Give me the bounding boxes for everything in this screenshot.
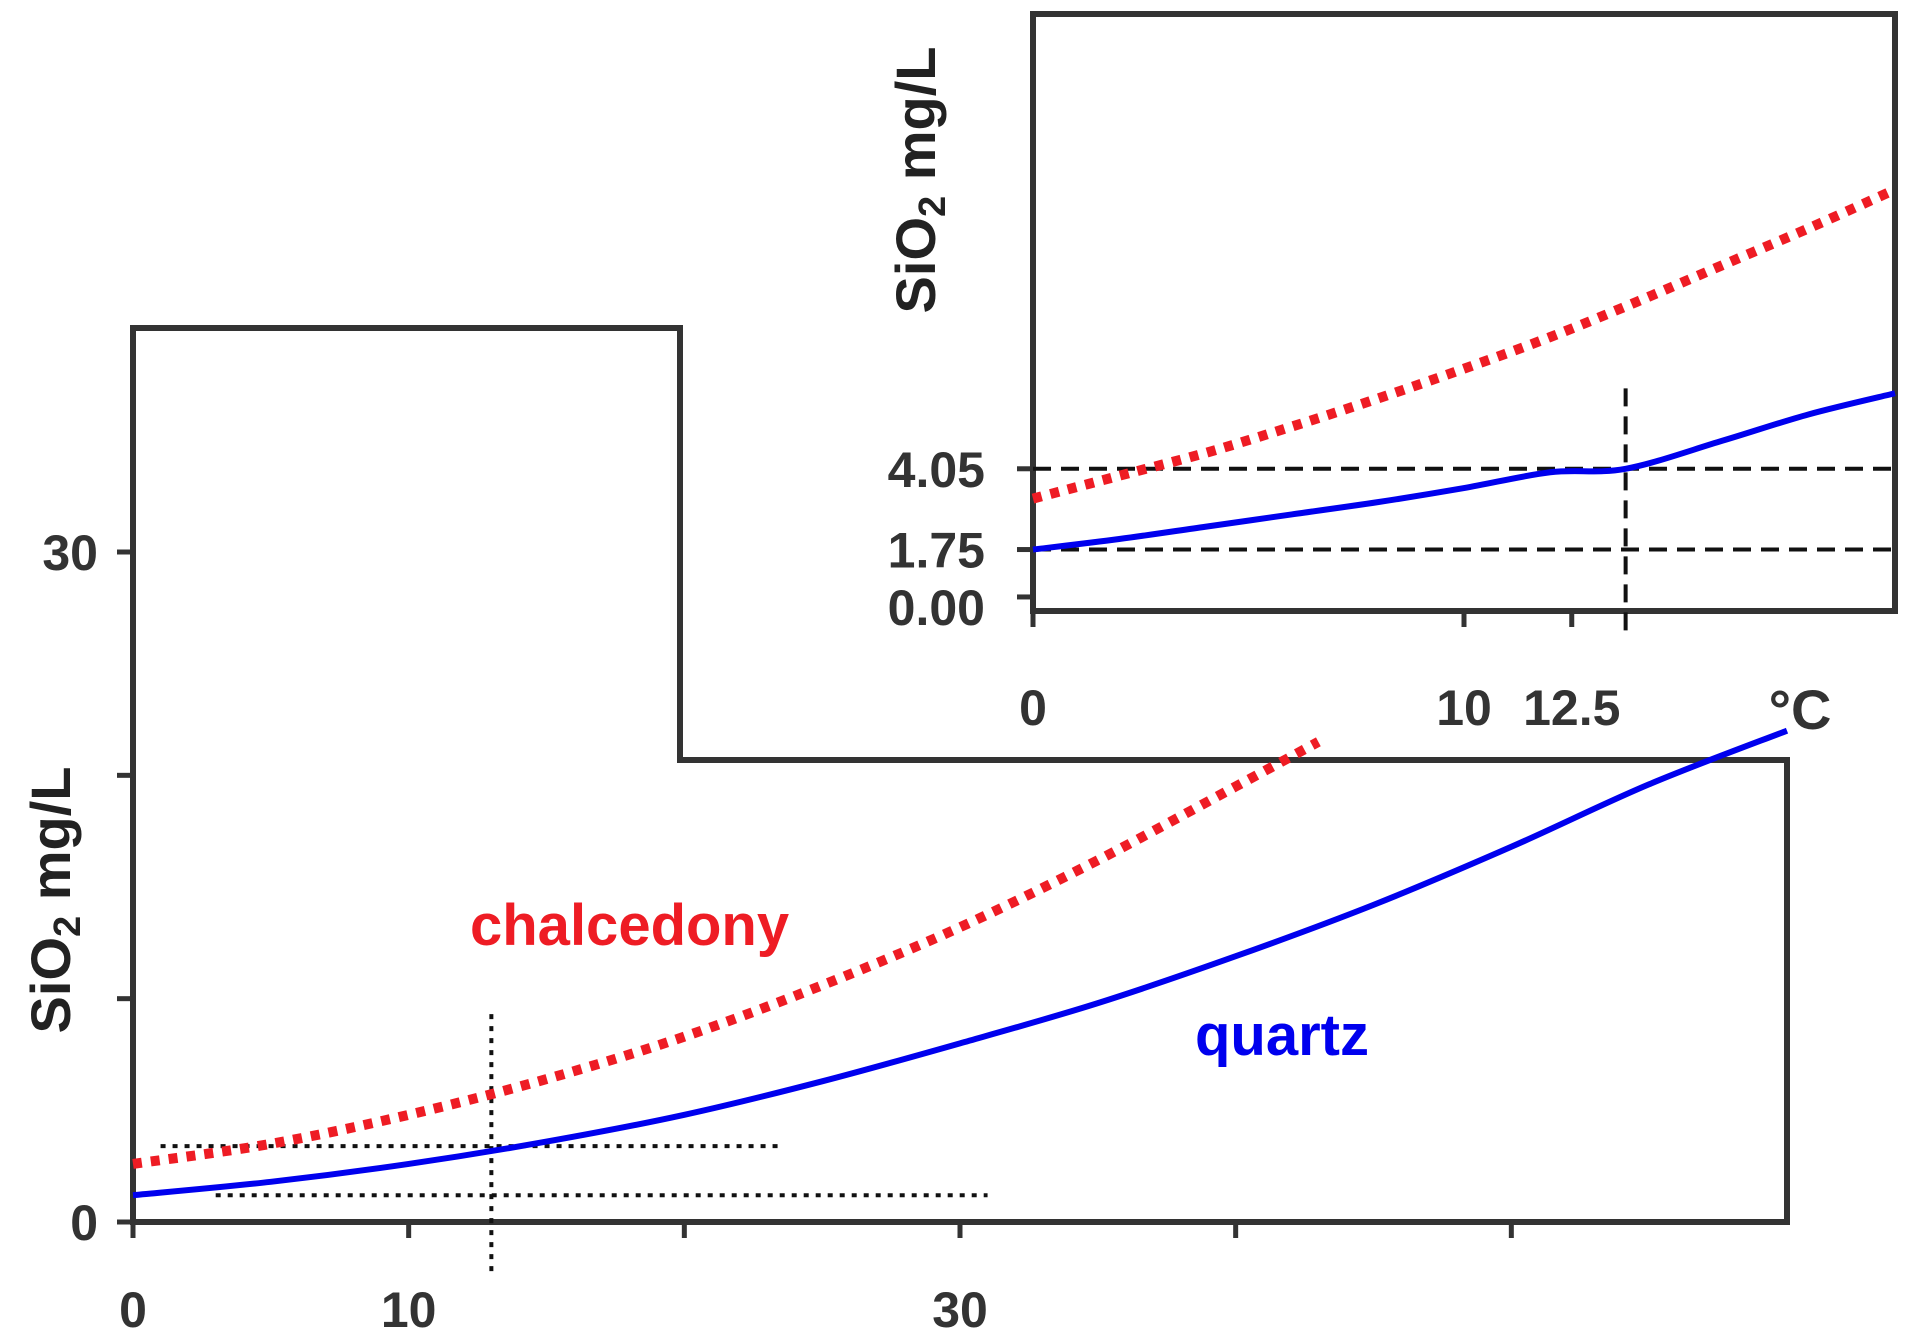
inset-y-axis-label: SiO2 mg/L [884, 47, 954, 314]
inset-x-tick-label: 0 [1019, 680, 1047, 736]
main-x-tick-label: 10 [381, 1282, 437, 1338]
inset-series-quartz [1032, 390, 1896, 553]
main-chart: 0 10 30 0 30 SiO2 mg/L [19, 325, 1790, 1338]
main-y-axis-label: SiO2 mg/L [19, 767, 89, 1034]
inset-x-tick-label: 12.5 [1523, 680, 1620, 736]
inset-chart: 0 10 12.5 0.001.75 4.05 SiO2 mg/L °C [884, 11, 1898, 741]
inset-x-tick-label: 10 [1436, 680, 1492, 736]
inset-y-tick-label: 4.05 [888, 442, 985, 498]
main-y-tick-label: 0 [70, 1195, 98, 1251]
quartz-label: quartz [1195, 1003, 1369, 1068]
main-frame [130, 325, 1790, 1225]
main-y-tick-label: 30 [42, 525, 98, 581]
inset-y-tick-label: 0.00 [888, 580, 985, 636]
inset-series-chalcedony [1031, 185, 1898, 504]
inset-frame [1030, 11, 1898, 614]
main-x-tick-label: 0 [119, 1282, 147, 1338]
inset-x-axis-label: °C [1769, 678, 1832, 741]
inset-y-tick-label: 1.75 [888, 523, 985, 579]
chalcedony-label: chalcedony [470, 893, 789, 958]
main-x-tick-label: 30 [932, 1282, 988, 1338]
main-series-quartz [132, 727, 1789, 1199]
